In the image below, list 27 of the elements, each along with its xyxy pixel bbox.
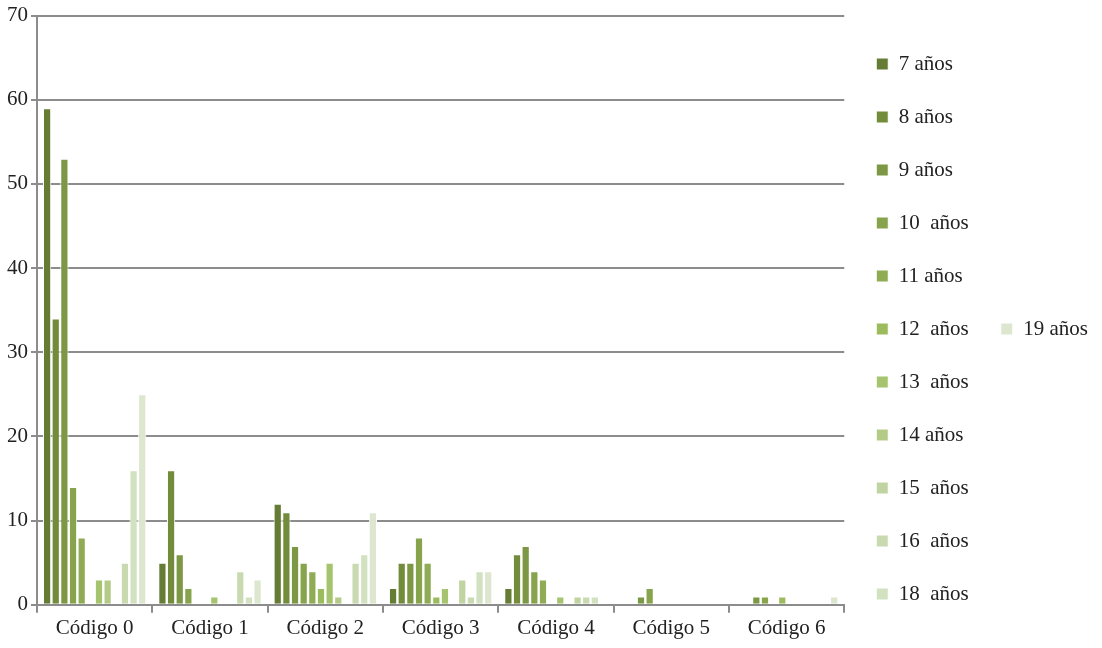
legend-label: 14 años (898, 421, 964, 446)
x-tick-label: Código 2 (286, 614, 365, 639)
legend-label: 9 años (898, 156, 954, 181)
x-tick-label: Código 1 (171, 614, 249, 639)
y-tick-label: 70 (7, 2, 28, 27)
x-tick-label: Código 3 (401, 614, 480, 639)
legend-label: 10 años (898, 209, 969, 234)
legend-label: 16 años (898, 527, 969, 552)
y-tick-label: 50 (7, 170, 28, 195)
x-tick-label: Código 4 (517, 614, 596, 639)
y-tick-label: 20 (7, 422, 28, 447)
x-tick-label: Código 6 (747, 614, 826, 639)
y-tick-label: 40 (7, 254, 28, 279)
legend-label: 15 años (898, 474, 969, 499)
y-tick-label: 60 (7, 86, 28, 111)
x-tick-label: Código 0 (55, 614, 134, 639)
legend-label: 12 años (898, 315, 969, 340)
legend-label: 13 años (898, 368, 969, 393)
legend-label: 19 años (1023, 315, 1089, 340)
legend-label: 7 años (898, 50, 954, 75)
y-tick-label: 10 (7, 507, 28, 532)
y-tick-label: 0 (17, 591, 28, 616)
legend-label: 11 años (898, 262, 963, 287)
y-tick-label: 30 (7, 338, 28, 363)
legend-label: 8 años (898, 103, 954, 128)
legend-label: 18 años (898, 580, 969, 605)
x-tick-label: Código 5 (632, 614, 711, 639)
